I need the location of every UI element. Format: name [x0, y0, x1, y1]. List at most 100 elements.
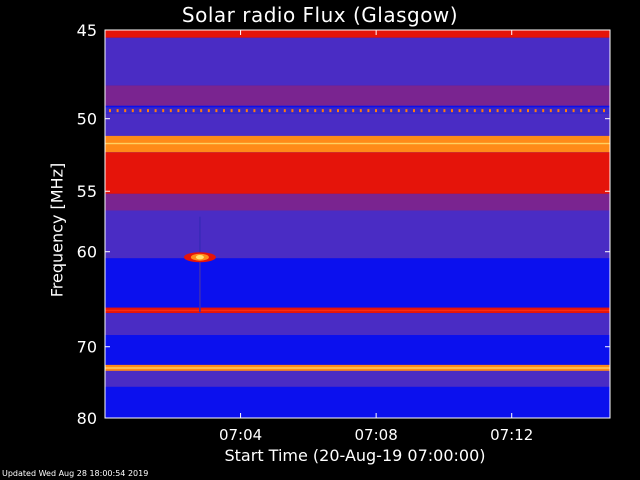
interference-dot — [367, 109, 370, 113]
x-tick-label: 07:04 — [219, 426, 262, 444]
interference-dot — [192, 109, 195, 113]
frequency-band-1 — [105, 37, 610, 86]
interference-dot — [557, 109, 560, 113]
interference-dot — [337, 109, 339, 113]
y-tick-label: 50 — [77, 110, 97, 129]
interference-dot — [428, 109, 431, 113]
interference-dot — [390, 109, 393, 113]
interference-dot — [382, 109, 385, 113]
updated-timestamp: Updated Wed Aug 28 18:00:54 2019 — [2, 469, 149, 478]
interference-dot — [534, 109, 537, 113]
frequency-band-12 — [105, 335, 610, 365]
interference-dot — [253, 109, 256, 113]
interference-dot — [230, 109, 233, 113]
interference-dot — [375, 109, 377, 113]
interference-dot — [458, 109, 461, 113]
frequency-band-9 — [105, 258, 610, 308]
interference-dot — [397, 109, 400, 113]
frequency-band-8 — [105, 210, 610, 259]
interference-dot — [131, 109, 134, 113]
y-tick-label: 45 — [77, 21, 97, 40]
frequency-band-7 — [105, 193, 610, 211]
interference-dot — [549, 109, 552, 113]
interference-dot — [207, 109, 210, 113]
interference-dot — [321, 109, 324, 113]
frequency-band-14 — [105, 370, 610, 387]
interference-dot — [587, 109, 590, 113]
interference-dot — [306, 109, 309, 113]
interference-dot — [451, 109, 453, 113]
interference-dot — [443, 109, 446, 113]
interference-dot — [519, 109, 522, 113]
x-axis-label: Start Time (20-Aug-19 07:00:00) — [224, 446, 486, 465]
interference-dot — [504, 109, 507, 113]
interference-dot — [595, 109, 598, 113]
interference-dot — [511, 109, 514, 113]
interference-dot — [283, 109, 286, 113]
frequency-band-3 — [105, 107, 610, 114]
interference-dot — [435, 109, 438, 113]
frequency-band-15 — [105, 386, 610, 418]
y-axis: 45 50 55 60 70 80 — [77, 21, 610, 428]
interference-dot — [215, 109, 218, 113]
interference-dot — [177, 109, 180, 113]
interference-dot — [603, 109, 605, 113]
interference-dot — [329, 109, 332, 113]
interference-dot — [276, 109, 279, 113]
interference-dot — [466, 109, 469, 113]
interference-dot — [200, 109, 203, 113]
interference-dot — [405, 109, 408, 113]
interference-dot — [238, 109, 241, 113]
interference-dot — [223, 109, 225, 113]
interference-dot — [261, 109, 263, 113]
interference-dot — [542, 109, 545, 113]
interference-dot — [169, 109, 172, 113]
x-tick-label: 07:12 — [490, 426, 533, 444]
burst-trail — [199, 216, 201, 313]
y-tick-label: 60 — [77, 243, 97, 262]
interference-dot — [489, 109, 491, 113]
interference-dot — [359, 109, 362, 113]
band-core-1 — [105, 367, 610, 369]
band-core-2 — [105, 309, 610, 312]
frequency-band-6 — [105, 152, 610, 194]
band-core-0 — [105, 142, 610, 145]
burst-core — [195, 255, 204, 260]
interference-dot — [116, 109, 119, 113]
interference-dot — [147, 109, 149, 113]
interference-dot — [154, 109, 157, 113]
plot-frame — [104, 29, 611, 419]
interference-dot — [580, 109, 583, 113]
interference-dot — [413, 109, 415, 113]
interference-dot — [124, 109, 127, 113]
interference-dot — [473, 109, 476, 113]
frequency-band-11 — [105, 313, 610, 336]
interference-dot — [185, 109, 187, 113]
interference-dot — [344, 109, 347, 113]
interference-dot — [314, 109, 317, 113]
interference-dot — [565, 109, 567, 113]
frequency-band-2 — [105, 85, 610, 106]
interference-dot — [162, 109, 165, 113]
x-tick-label: 07:08 — [355, 426, 398, 444]
y-tick-label: 55 — [77, 182, 97, 201]
spectrogram-heatmap — [105, 30, 610, 418]
interference-dot — [245, 109, 248, 113]
y-tick-label: 80 — [77, 409, 97, 428]
y-tick-label: 70 — [77, 338, 97, 357]
chart-title: Solar radio Flux (Glasgow) — [181, 3, 459, 27]
interference-dot — [481, 109, 484, 113]
interference-dot — [268, 109, 271, 113]
interference-dot — [420, 109, 423, 113]
interference-dot — [109, 109, 111, 113]
interference-dot — [496, 109, 499, 113]
interference-dot — [299, 109, 301, 113]
interference-dot — [572, 109, 575, 113]
interference-dot — [291, 109, 294, 113]
interference-dot — [352, 109, 355, 113]
interference-dot — [139, 109, 142, 113]
frequency-band-0 — [105, 30, 610, 38]
frequency-band-4 — [105, 113, 610, 136]
x-axis: 07:04 07:08 07:12 — [219, 30, 533, 444]
